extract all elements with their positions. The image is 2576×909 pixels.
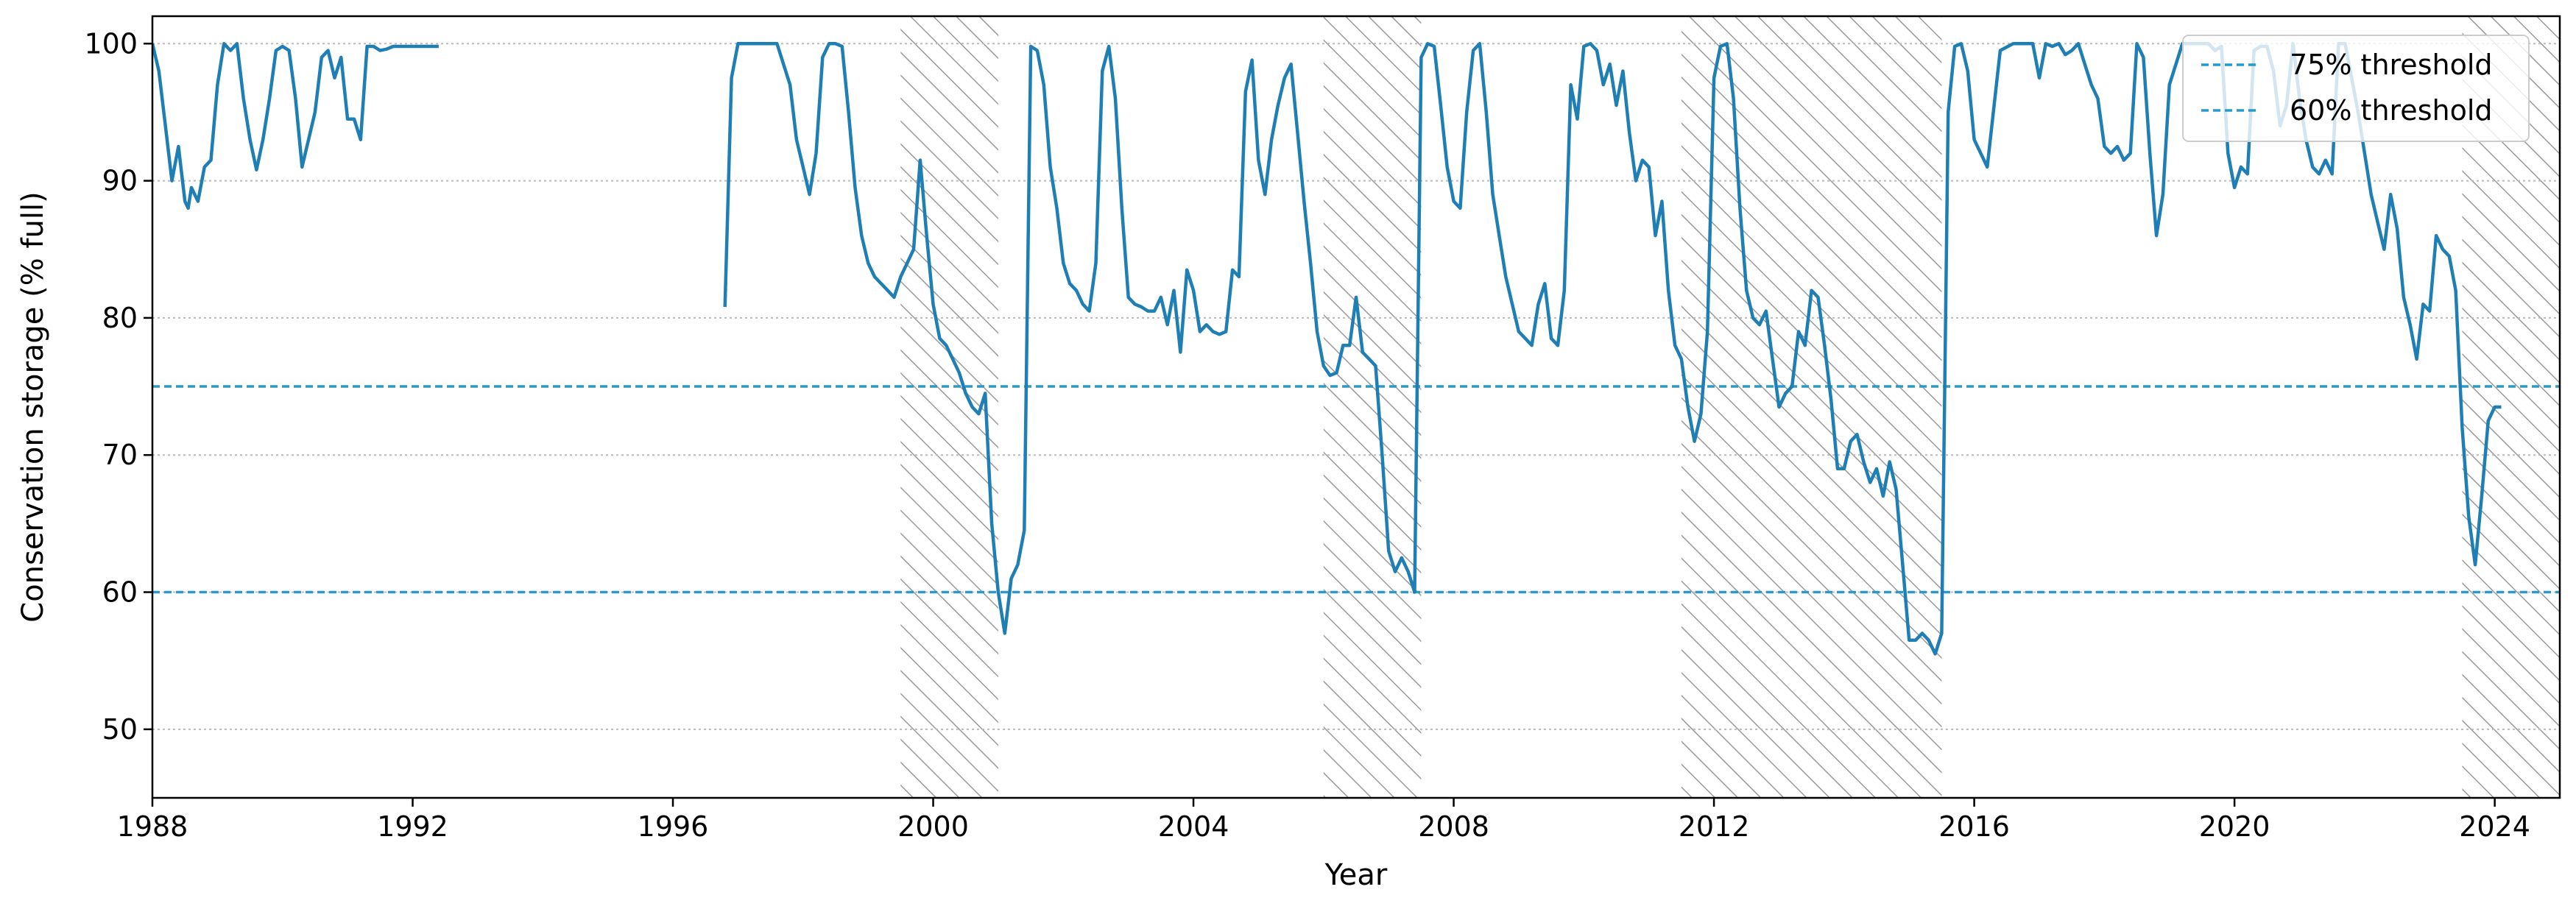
x-tick-label: 1992 bbox=[377, 810, 448, 843]
x-tick-label: 1988 bbox=[117, 810, 188, 843]
x-tick-label: 2016 bbox=[1938, 810, 2010, 843]
legend-label-60: 60% threshold bbox=[2290, 94, 2493, 127]
x-tick-label: 2012 bbox=[1679, 810, 1750, 843]
y-tick-label: 70 bbox=[102, 439, 138, 471]
x-tick-label: 2008 bbox=[1418, 810, 1489, 843]
x-tick-label: 2020 bbox=[2199, 810, 2270, 843]
plot-frame bbox=[151, 15, 2561, 799]
y-tick-label: 80 bbox=[102, 302, 138, 334]
drought-span-0 bbox=[900, 16, 998, 798]
drought-span-2 bbox=[1681, 16, 1942, 798]
x-tick-label: 2024 bbox=[2459, 810, 2530, 843]
storage-series-line-0 bbox=[152, 42, 439, 211]
legend-label-75: 75% threshold bbox=[2290, 49, 2493, 81]
y-tick-label: 100 bbox=[84, 27, 138, 60]
x-tick-label: 2004 bbox=[1158, 810, 1229, 843]
drought-span-1 bbox=[1323, 16, 1422, 798]
x-tick-label: 1996 bbox=[638, 810, 709, 843]
y-tick-label: 50 bbox=[102, 713, 138, 746]
drought-span-3 bbox=[2462, 16, 2560, 798]
y-tick-label: 60 bbox=[102, 576, 138, 609]
y-tick-label: 90 bbox=[102, 165, 138, 197]
legend-box bbox=[2182, 35, 2530, 142]
y-axis-label: Conservation storage (% full) bbox=[16, 191, 50, 622]
x-tick-label: 2000 bbox=[897, 810, 969, 843]
legend: 75% threshold 60% threshold bbox=[2182, 35, 2530, 142]
x-axis-label: Year bbox=[1324, 858, 1388, 892]
